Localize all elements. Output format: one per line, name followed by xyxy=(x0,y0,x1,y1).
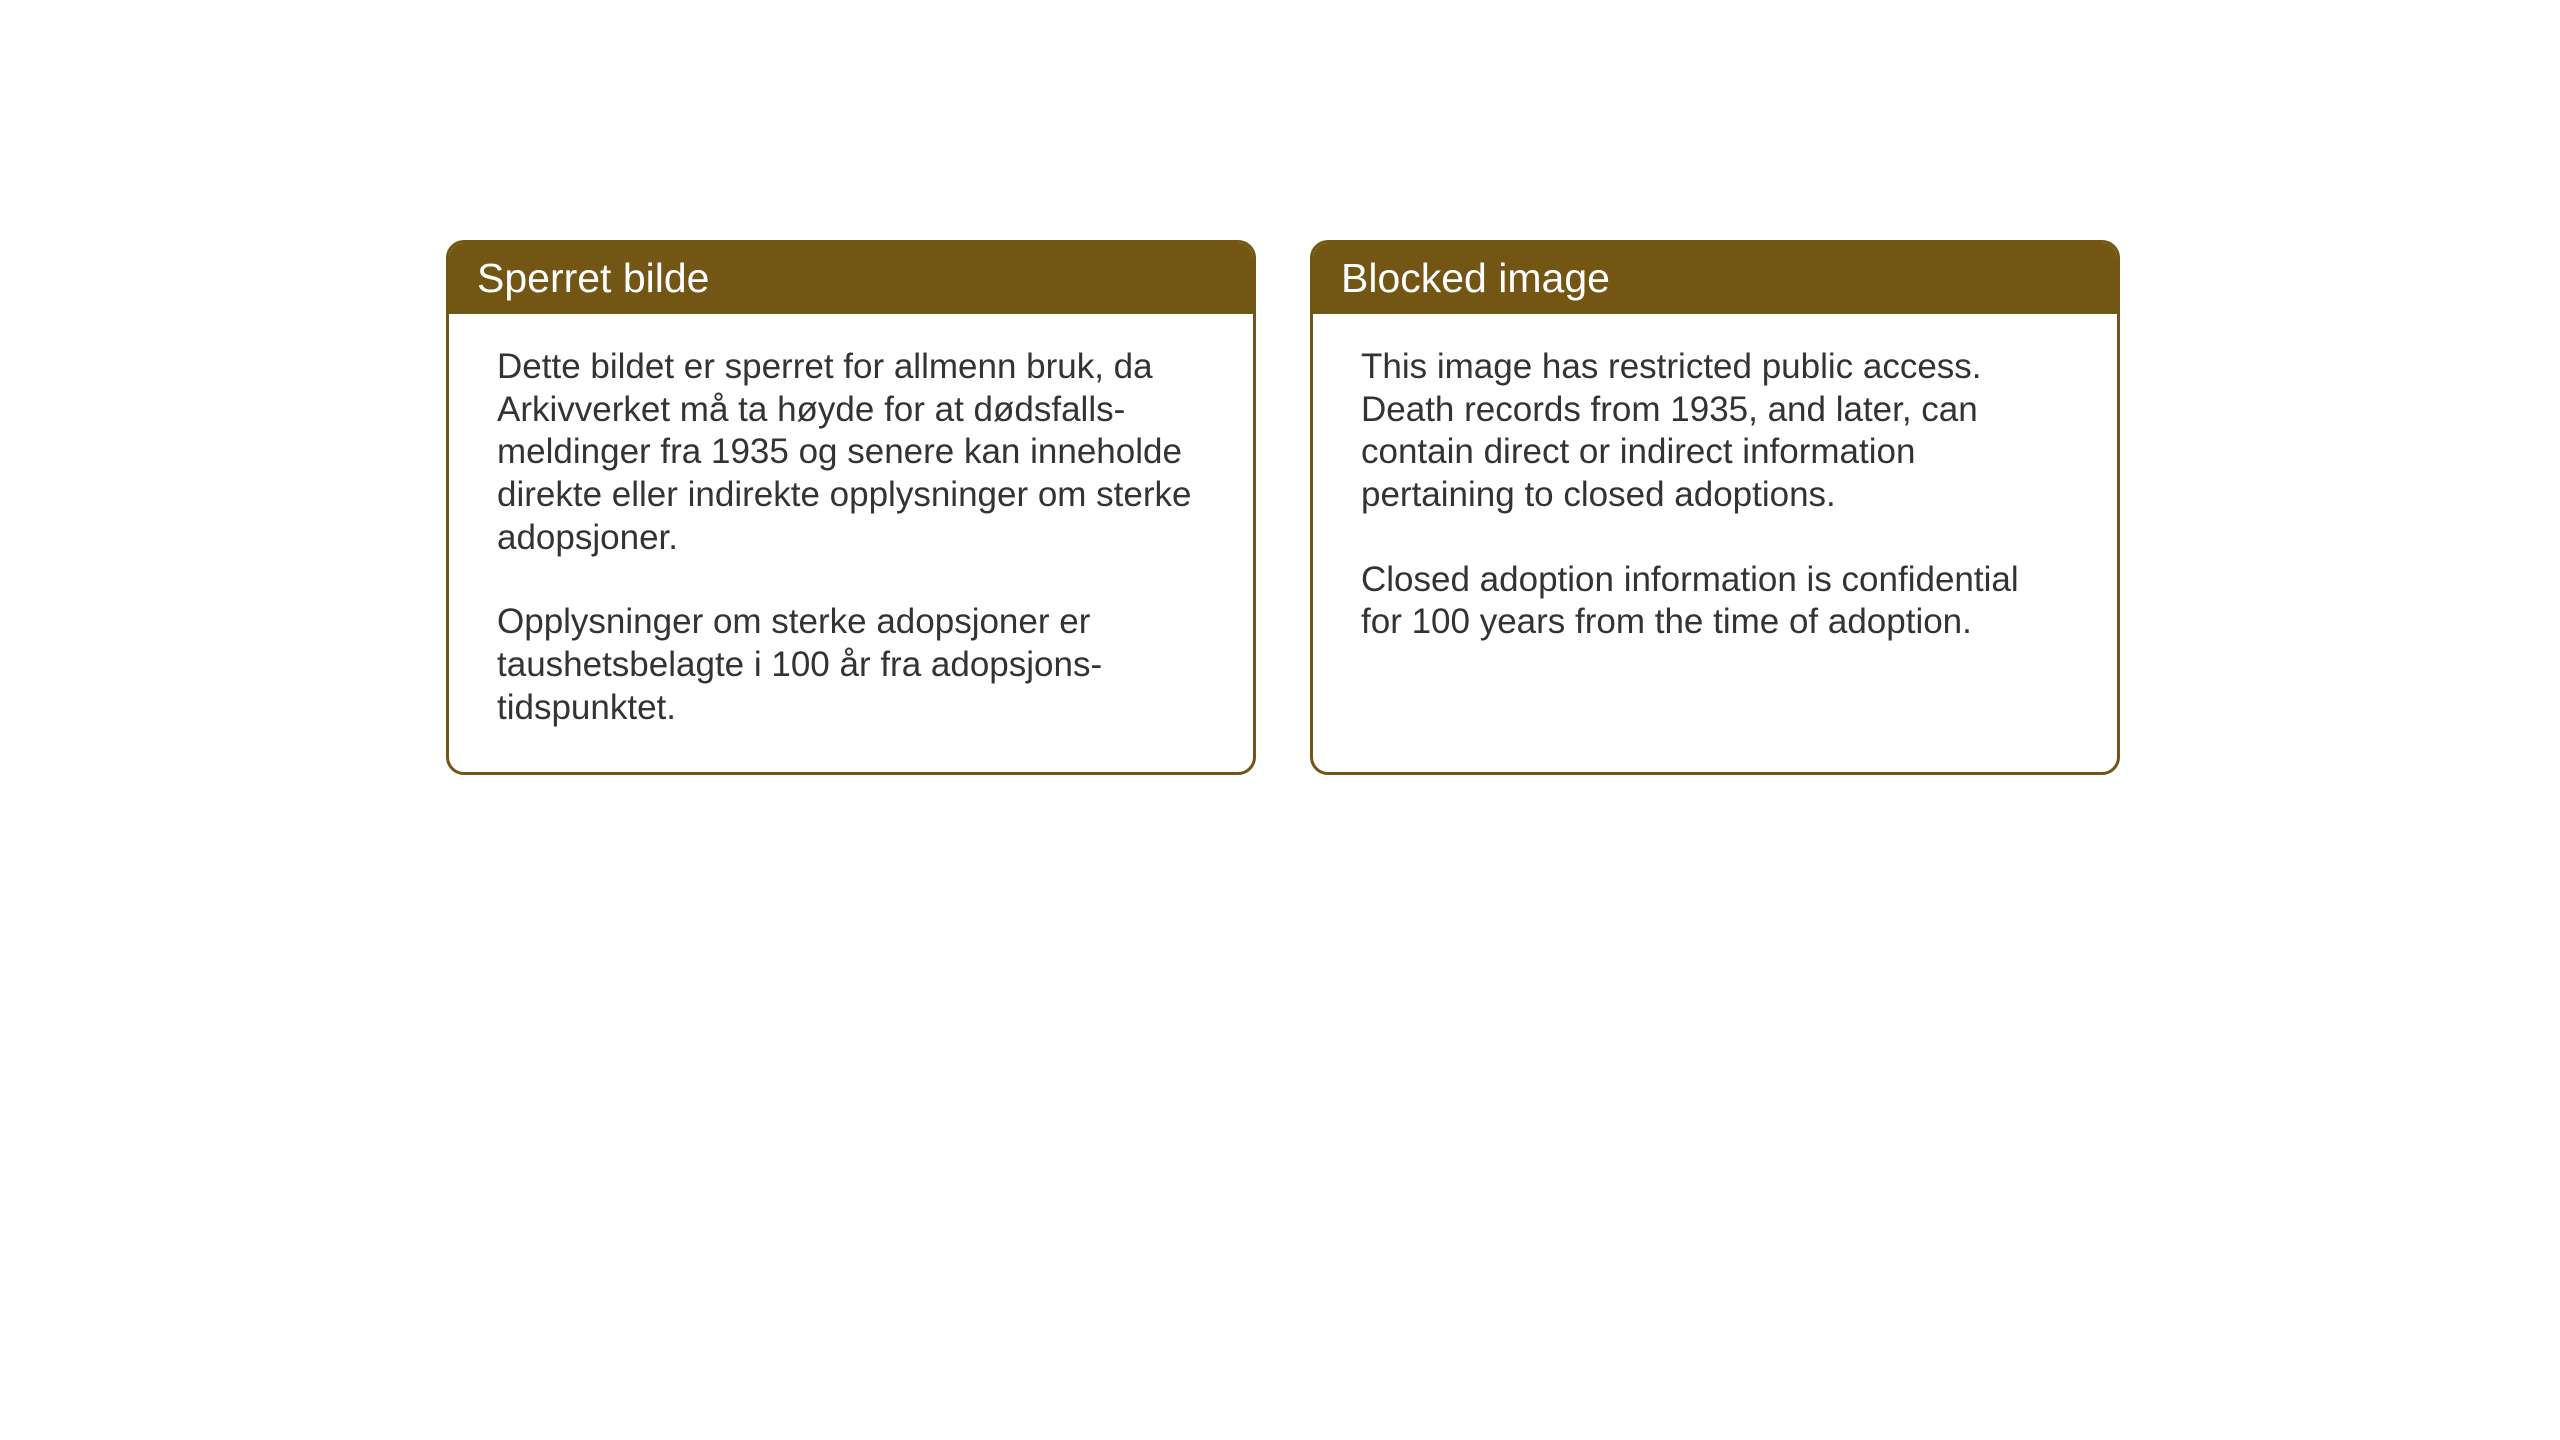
paragraph-norwegian-2: Opplysninger om sterke adopsjoner er tau… xyxy=(497,601,1205,729)
paragraph-english-1: This image has restricted public access.… xyxy=(1361,346,2069,517)
card-title-english: Blocked image xyxy=(1341,255,1610,301)
card-body-norwegian: Dette bildet er sperret for allmenn bruk… xyxy=(449,314,1253,772)
notice-card-norwegian: Sperret bilde Dette bildet er sperret fo… xyxy=(446,240,1256,775)
card-header-english: Blocked image xyxy=(1313,243,2117,314)
paragraph-norwegian-1: Dette bildet er sperret for allmenn bruk… xyxy=(497,346,1205,559)
notice-card-english: Blocked image This image has restricted … xyxy=(1310,240,2120,775)
card-header-norwegian: Sperret bilde xyxy=(449,243,1253,314)
notice-container: Sperret bilde Dette bildet er sperret fo… xyxy=(446,240,2120,775)
card-title-norwegian: Sperret bilde xyxy=(477,255,709,301)
paragraph-english-2: Closed adoption information is confident… xyxy=(1361,559,2069,644)
card-body-english: This image has restricted public access.… xyxy=(1313,314,2117,686)
